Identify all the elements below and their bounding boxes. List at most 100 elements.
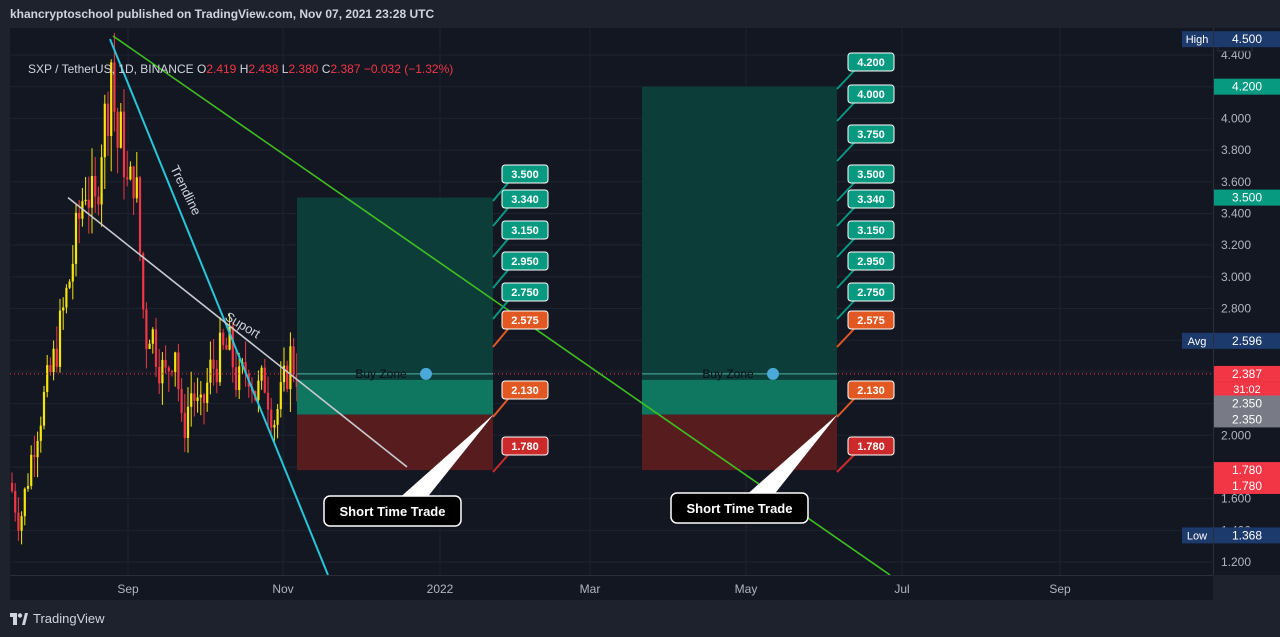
axis-tag-text: Avg xyxy=(1188,336,1207,348)
candle-body xyxy=(286,365,289,390)
callout-stem xyxy=(836,70,855,90)
candle xyxy=(167,365,170,392)
support-line xyxy=(67,196,408,468)
callout-box xyxy=(501,436,549,456)
candle xyxy=(10,472,14,494)
candle-body xyxy=(138,177,142,254)
candle-body xyxy=(222,332,225,346)
candle-body xyxy=(26,485,30,489)
candle xyxy=(126,150,129,187)
candle-body xyxy=(106,103,110,136)
candle-body xyxy=(170,371,174,373)
candle-body xyxy=(39,425,42,441)
axis-box-text: 2.350 xyxy=(1232,397,1262,411)
candle xyxy=(202,392,206,425)
candle-body xyxy=(30,454,33,486)
symbol-label[interactable]: SXP / TetherUS, 1D, BINANCE xyxy=(28,62,194,76)
time-tick: Nov xyxy=(272,582,293,596)
high-value: 2.438 xyxy=(248,62,279,76)
candle-body xyxy=(68,281,71,288)
candle-body xyxy=(234,367,238,391)
candle xyxy=(30,445,33,490)
callout-text: 2.575 xyxy=(511,315,539,327)
candle-body xyxy=(209,359,212,383)
callout-box xyxy=(501,189,549,209)
callout-box xyxy=(847,282,895,302)
candle-body xyxy=(228,326,231,350)
candle-body xyxy=(65,287,68,308)
axis-tag-text: Low xyxy=(1187,530,1207,542)
candle xyxy=(20,511,23,545)
axis-box-text: 1.368 xyxy=(1232,528,1262,542)
time-tick: Sep xyxy=(1049,582,1071,596)
axis-tag-text: High xyxy=(1186,34,1209,46)
callout-stem xyxy=(492,454,509,473)
candle-body xyxy=(154,329,158,367)
candle-body xyxy=(257,380,260,401)
callout-box xyxy=(847,164,895,184)
candle xyxy=(119,103,122,149)
axis-box-text: 1.780 xyxy=(1232,479,1262,493)
candle-body xyxy=(212,359,215,369)
candle-body xyxy=(23,488,26,517)
callout-stem xyxy=(492,207,509,227)
setup-box-1 xyxy=(297,197,493,471)
axis-box xyxy=(1214,477,1280,494)
candle xyxy=(81,187,84,227)
candle-body xyxy=(132,166,135,199)
candle xyxy=(42,385,46,430)
callout-box xyxy=(501,220,549,240)
buy-zone-icon xyxy=(420,367,432,380)
buy-zone-icon xyxy=(767,367,779,380)
candle xyxy=(132,165,135,215)
publish-info: khancryptoschool published on TradingVie… xyxy=(10,7,435,21)
callout-box xyxy=(847,436,895,456)
axis-box xyxy=(1214,527,1280,544)
candle xyxy=(135,151,138,203)
publish-header: khancryptoschool published on TradingVie… xyxy=(0,0,1280,28)
callout-stem xyxy=(492,398,509,418)
candle-body xyxy=(58,310,62,367)
candle xyxy=(186,387,190,453)
candle-body xyxy=(174,352,177,373)
callout-frame xyxy=(670,492,809,524)
candle-body xyxy=(10,482,14,492)
price-tick: 3.600 xyxy=(1221,175,1251,189)
price-axis[interactable]: 4.4004.2004.0003.8003.6003.4003.2003.000… xyxy=(1213,28,1280,575)
callout-text: 1.780 xyxy=(511,441,539,453)
callout-stem xyxy=(836,207,855,227)
candle-body xyxy=(218,332,222,383)
candle xyxy=(289,332,292,413)
price-tick: 3.800 xyxy=(1221,143,1251,157)
candle xyxy=(26,473,30,492)
callout-box xyxy=(847,380,895,400)
candle xyxy=(106,91,110,156)
time-axis[interactable]: Sep Nov 2022 Mar May Jul Sep xyxy=(10,575,1213,601)
price-tick: 2.000 xyxy=(1221,428,1251,442)
candle-body xyxy=(142,253,145,310)
candle-body xyxy=(196,397,199,401)
target-label: 3.500 xyxy=(836,164,895,202)
candle xyxy=(129,161,132,181)
candle-body xyxy=(103,103,106,158)
candle xyxy=(238,352,241,399)
callout-box xyxy=(847,84,895,104)
chart-area[interactable]: Buy Zone Buy Zone Trendline Suport 3.500 3.34… xyxy=(10,28,1213,575)
buy-zone-box xyxy=(642,379,837,415)
callout-text: 2.130 xyxy=(857,385,885,397)
axis-tag: High xyxy=(1182,31,1213,48)
axis-box-text: 4.200 xyxy=(1232,80,1262,94)
candle xyxy=(170,369,174,377)
target-label: 4.200 xyxy=(836,52,895,90)
candle-body xyxy=(260,367,263,381)
target-label: 2.750 xyxy=(492,282,549,320)
candle xyxy=(154,317,158,377)
candle-body xyxy=(292,346,295,375)
tradingview-logo[interactable]: TradingView xyxy=(10,611,105,626)
candle xyxy=(138,175,142,262)
price-chart[interactable]: Buy Zone Buy ZoneTrendlineSuport3.5003.34… xyxy=(10,28,1213,575)
ohlc-legend: SXP / TetherUS, 1D, BINANCE O2.419 H2.43… xyxy=(28,62,453,76)
low-label: L xyxy=(281,62,289,76)
axis-box xyxy=(1214,462,1280,479)
price-tick: 1.600 xyxy=(1221,492,1251,506)
